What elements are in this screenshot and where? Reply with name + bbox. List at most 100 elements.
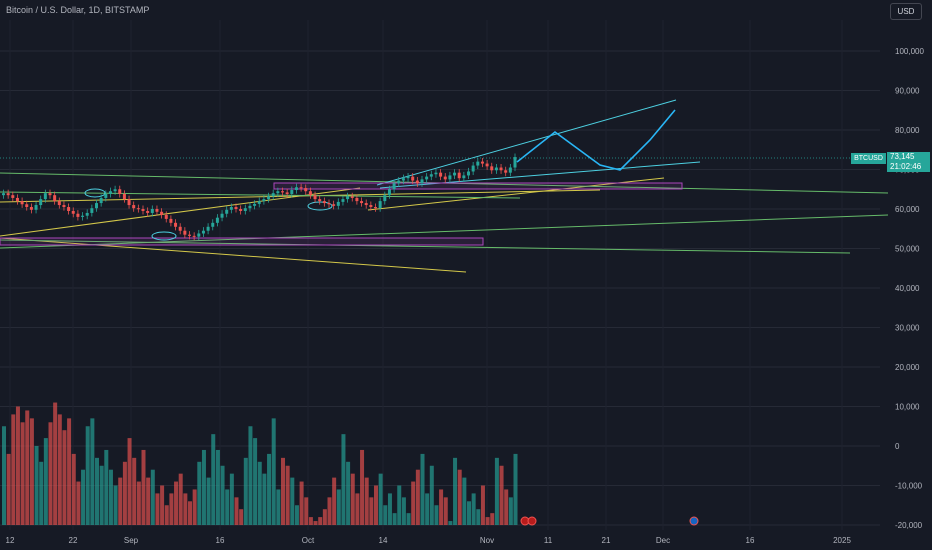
projection-path bbox=[516, 109, 676, 171]
candle-body bbox=[299, 187, 303, 189]
candle-body bbox=[443, 176, 447, 180]
candle-body bbox=[406, 176, 410, 179]
volume-bar bbox=[476, 509, 481, 525]
candle-body bbox=[43, 193, 47, 200]
volume-bar bbox=[62, 430, 67, 525]
volume-bar bbox=[29, 418, 34, 525]
currency-button[interactable]: USD bbox=[890, 3, 922, 20]
candle-body bbox=[397, 180, 401, 184]
volume-bar bbox=[369, 497, 374, 525]
volume-bar bbox=[448, 521, 453, 525]
volume-bar bbox=[43, 438, 48, 525]
chart-title-text: Bitcoin / U.S. Dollar, 1D, BITSTAMP bbox=[6, 5, 150, 15]
volume-bar bbox=[411, 481, 416, 525]
candle-body bbox=[164, 214, 168, 219]
candle-body bbox=[136, 208, 140, 210]
candle-body bbox=[369, 205, 373, 208]
candle-body bbox=[188, 234, 191, 236]
volume-bar bbox=[118, 477, 123, 525]
volume-bar bbox=[215, 449, 220, 525]
candle-body bbox=[285, 192, 289, 194]
time-axis: 12 22 Sep 16 Oct 14 Nov 11 21 Dec 16 2025 bbox=[6, 536, 852, 545]
candle-body bbox=[127, 199, 131, 206]
candle-body bbox=[294, 187, 298, 191]
volume-bar bbox=[220, 465, 225, 525]
candle-body bbox=[201, 230, 205, 234]
volume-bar bbox=[360, 449, 365, 525]
time-axis-label: 16 bbox=[746, 536, 755, 545]
volume-bar bbox=[262, 473, 267, 525]
volume-bar bbox=[85, 426, 90, 525]
volume-bar bbox=[374, 485, 378, 525]
candle-body bbox=[462, 175, 466, 179]
volume-bar bbox=[239, 509, 244, 525]
volume-bar bbox=[248, 426, 253, 525]
green-trendline bbox=[0, 239, 851, 254]
candle-body bbox=[327, 203, 331, 205]
volume-bar bbox=[322, 509, 327, 525]
candle-body bbox=[225, 209, 229, 214]
volume-bar bbox=[197, 461, 202, 525]
candle-body bbox=[192, 235, 196, 237]
candle-body bbox=[34, 205, 38, 210]
volume-bar bbox=[285, 465, 290, 525]
time-axis-label: Sep bbox=[124, 536, 139, 545]
price-axis-label: 100,000 bbox=[895, 47, 924, 56]
volume-bar bbox=[164, 505, 169, 525]
price-tag-price: 73,145 bbox=[890, 152, 915, 161]
flag-icon bbox=[689, 516, 699, 526]
candle-body bbox=[215, 217, 219, 223]
candle-body bbox=[425, 176, 429, 180]
price-axis-label: 40,000 bbox=[895, 284, 920, 293]
volume-bar bbox=[415, 469, 420, 525]
candle-body bbox=[262, 199, 266, 202]
volume-bar bbox=[420, 453, 425, 525]
volume-bar bbox=[188, 501, 192, 525]
volume-bar bbox=[327, 497, 332, 525]
candle-body bbox=[476, 161, 480, 166]
volume-bar bbox=[383, 505, 388, 525]
candle-body bbox=[150, 209, 154, 213]
candle-body bbox=[57, 201, 61, 206]
volume-bar bbox=[387, 493, 392, 525]
candle-body bbox=[271, 193, 275, 197]
volume-bar bbox=[336, 489, 341, 525]
candle-body bbox=[53, 195, 57, 202]
price-axis-label: 50,000 bbox=[895, 245, 920, 254]
volume-bar bbox=[225, 489, 230, 525]
purple-zone bbox=[0, 237, 484, 246]
volume-bar bbox=[53, 402, 58, 525]
volume-bar bbox=[439, 489, 444, 525]
candle-body bbox=[304, 188, 308, 192]
volume-bar bbox=[457, 469, 462, 525]
volume-bar bbox=[308, 517, 313, 525]
price-axis: 100,00090,00080,00070,00060,00050,00040,… bbox=[895, 47, 924, 530]
candle-body bbox=[276, 191, 280, 194]
candle-body bbox=[25, 204, 29, 208]
candle-body bbox=[229, 207, 233, 210]
candle-body bbox=[178, 226, 182, 231]
candle-body bbox=[62, 205, 66, 208]
candle-body bbox=[281, 191, 284, 193]
volume-bar bbox=[183, 493, 188, 525]
volume-bar bbox=[174, 481, 179, 525]
volume-bar bbox=[257, 461, 262, 525]
volume-bar bbox=[253, 438, 258, 525]
volume-bar bbox=[99, 465, 104, 525]
price-axis-label: 20,000 bbox=[895, 363, 920, 372]
candle-body bbox=[457, 172, 461, 179]
candle-body bbox=[401, 178, 405, 181]
candle-body bbox=[308, 191, 312, 196]
volume-bar bbox=[392, 513, 397, 525]
candle-body bbox=[183, 230, 187, 235]
volume-bar bbox=[25, 410, 30, 525]
volume-bar bbox=[299, 481, 304, 525]
candle-body bbox=[383, 195, 387, 202]
volume-bar bbox=[332, 477, 337, 525]
drawings bbox=[0, 99, 889, 526]
volume-bar bbox=[397, 485, 402, 525]
purple-zone bbox=[273, 182, 683, 190]
volume-bar bbox=[378, 473, 383, 525]
